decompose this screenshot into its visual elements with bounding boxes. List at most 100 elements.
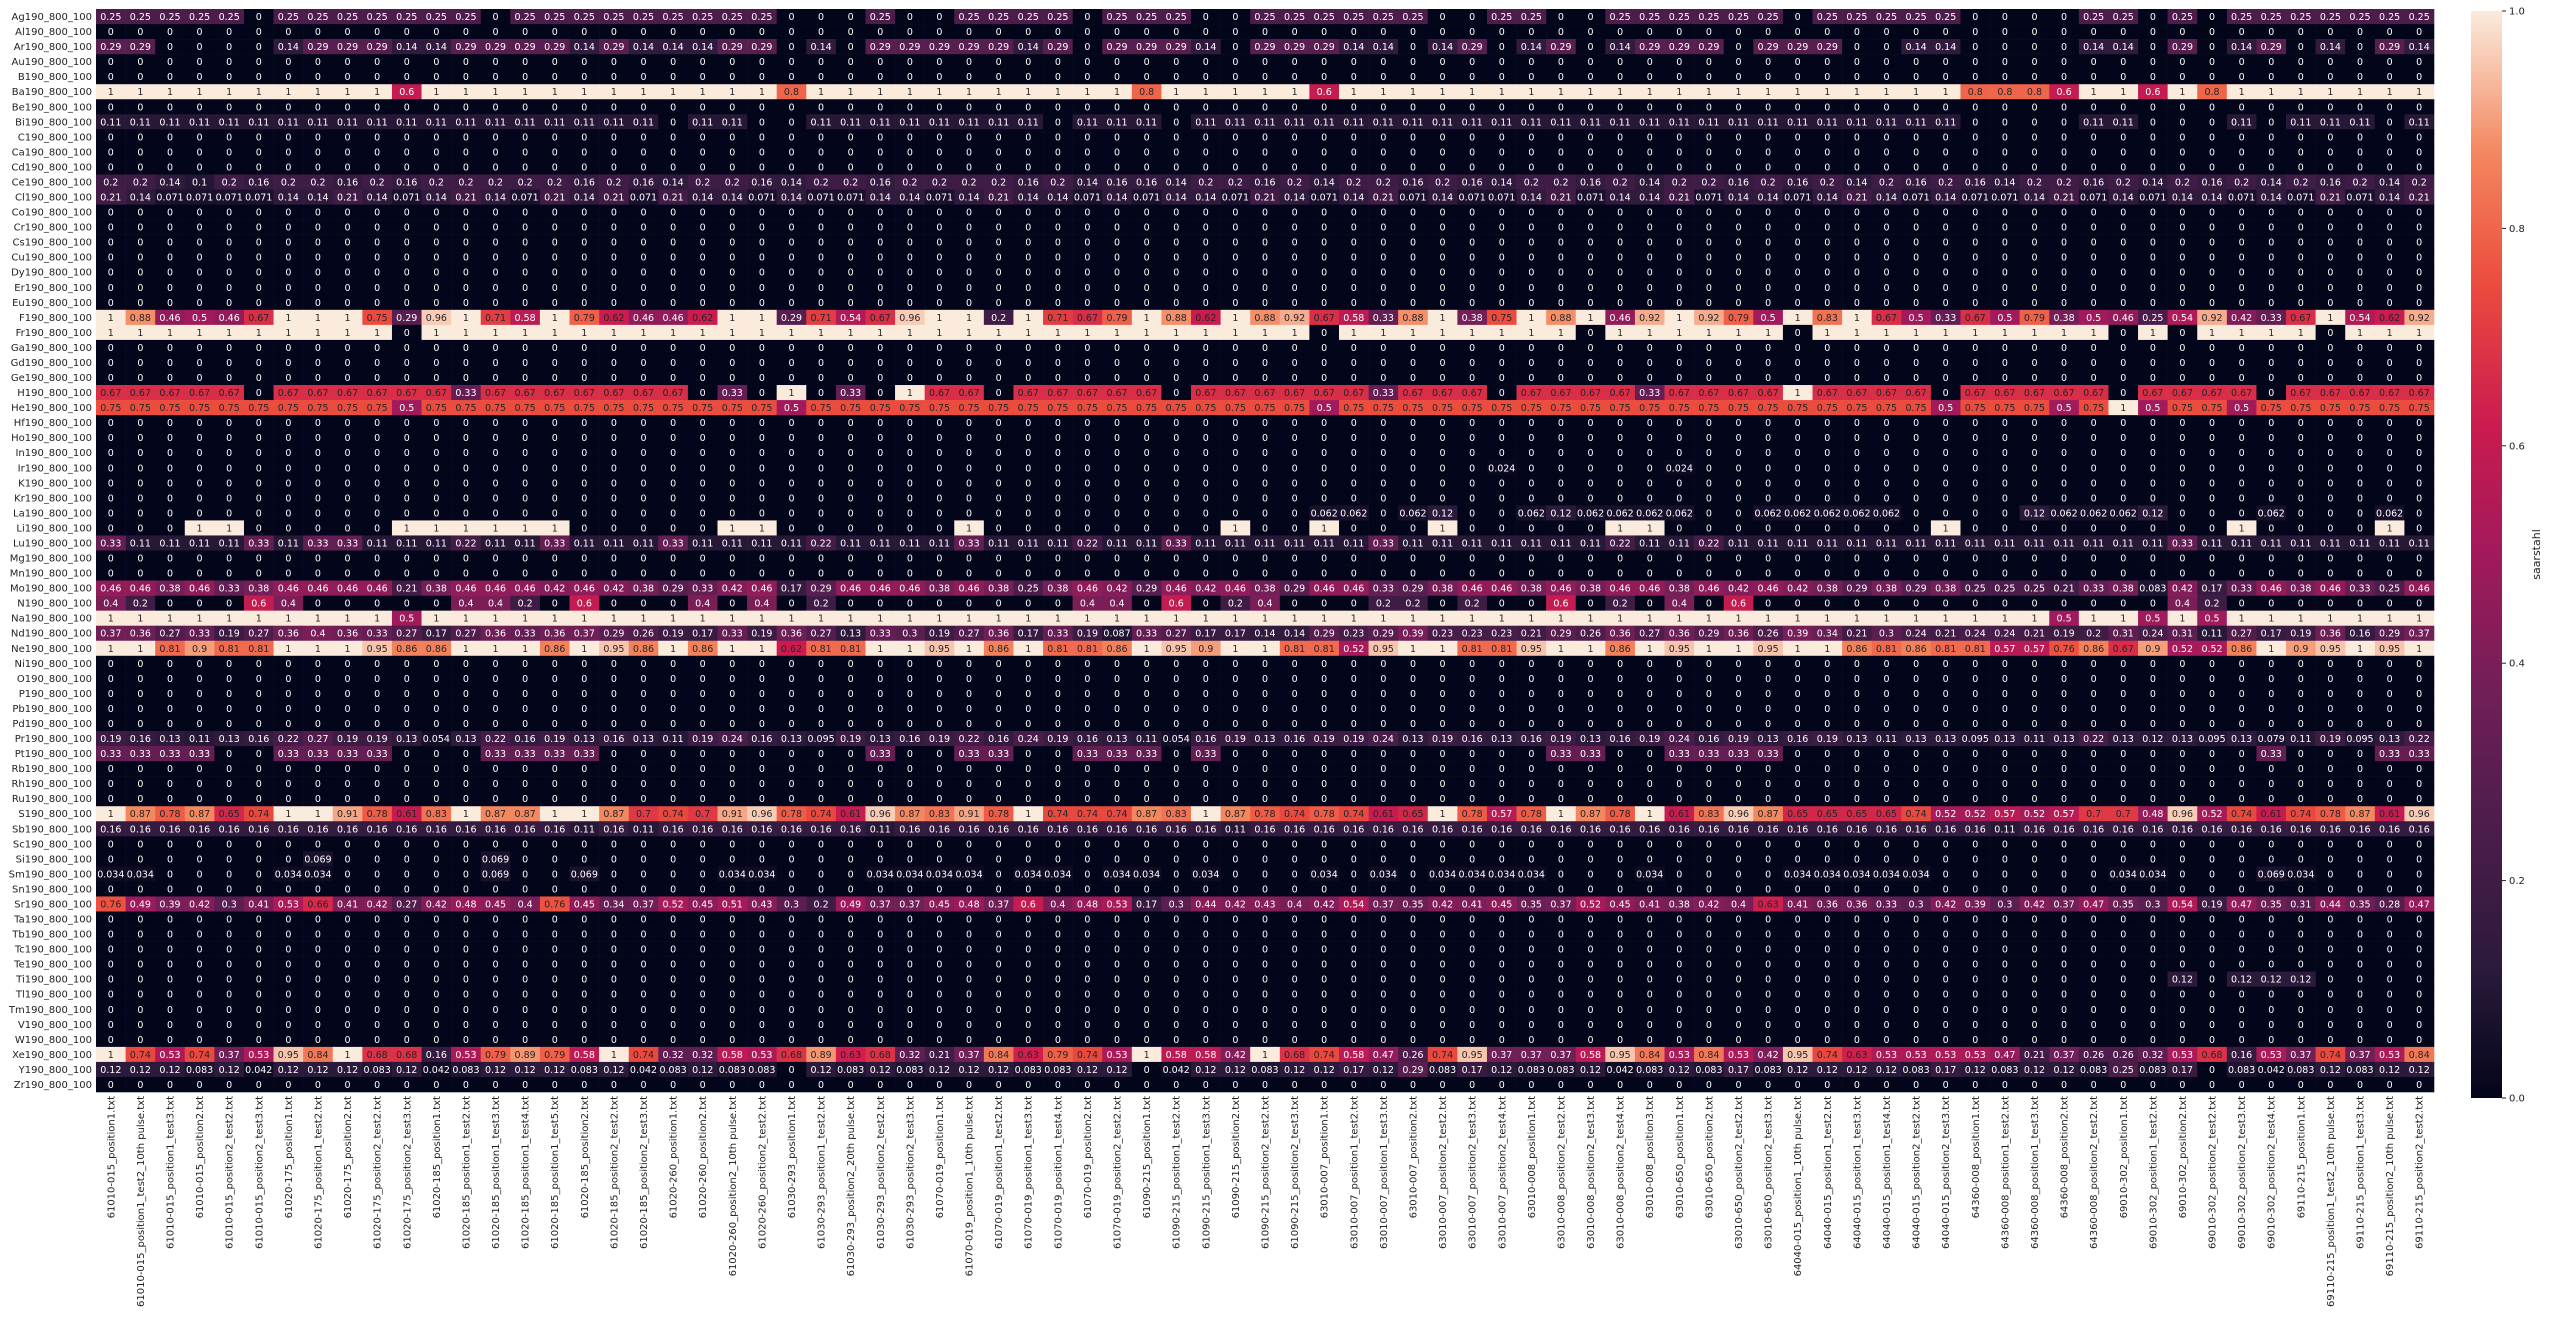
heatmap-cell bbox=[1102, 9, 1133, 25]
heatmap-cell bbox=[1398, 39, 1429, 55]
heatmap-cell bbox=[1309, 24, 1340, 40]
heatmap-cell bbox=[1309, 9, 1340, 25]
heatmap-cell bbox=[155, 24, 186, 40]
heatmap-cell bbox=[1812, 24, 1843, 40]
heatmap-cell bbox=[1013, 39, 1044, 55]
heatmap-cell bbox=[717, 39, 748, 55]
heatmap-cell bbox=[1605, 39, 1636, 55]
heatmap-cell bbox=[747, 9, 777, 25]
heatmap-cell bbox=[806, 39, 837, 55]
heatmap-cell bbox=[1753, 39, 1784, 55]
heatmap-cell bbox=[510, 39, 541, 55]
heatmap-cell bbox=[1486, 24, 1517, 40]
heatmap-cell bbox=[1546, 9, 1577, 25]
heatmap-cell bbox=[924, 39, 955, 55]
heatmap-cell bbox=[243, 54, 274, 70]
heatmap-cell bbox=[1694, 24, 1725, 40]
heatmap-cell bbox=[303, 39, 334, 55]
heatmap-cell bbox=[954, 39, 985, 55]
heatmap-cell bbox=[599, 9, 629, 25]
heatmap-cell bbox=[421, 39, 452, 55]
heatmap-cell bbox=[1516, 9, 1547, 25]
heatmap-cell bbox=[1842, 9, 1872, 25]
heatmap-cell bbox=[2404, 24, 2435, 40]
heatmap-cell bbox=[273, 9, 304, 25]
heatmap-cell bbox=[1072, 39, 1103, 55]
heatmap-cell bbox=[1930, 39, 1961, 55]
heatmap-cell bbox=[1723, 39, 1754, 55]
heatmap-cell bbox=[776, 9, 807, 25]
heatmap-cell bbox=[1131, 9, 1162, 25]
heatmap-cell bbox=[1901, 39, 1932, 55]
heatmap-cell bbox=[599, 39, 629, 55]
heatmap-cell bbox=[628, 9, 659, 25]
heatmap-cell bbox=[155, 39, 186, 55]
heatmap-cell bbox=[2049, 24, 2080, 40]
heatmap-cell bbox=[2138, 24, 2168, 40]
heatmap-cell bbox=[1072, 9, 1103, 25]
heatmap-cell bbox=[1161, 39, 1192, 55]
heatmap-cell bbox=[391, 9, 422, 25]
heatmap-cell bbox=[214, 9, 245, 25]
heatmap-cell bbox=[1694, 9, 1725, 25]
heatmap-cell bbox=[391, 54, 422, 70]
heatmap-cell bbox=[184, 39, 215, 55]
heatmap-cell bbox=[332, 39, 363, 55]
heatmap-cell bbox=[184, 24, 215, 40]
heatmap-cell bbox=[1279, 39, 1310, 55]
heatmap-cell bbox=[924, 24, 955, 40]
heatmap-cell bbox=[865, 9, 896, 25]
heatmap-cell bbox=[2404, 39, 2435, 55]
heatmap-cell bbox=[1753, 24, 1784, 40]
heatmap-cell bbox=[1990, 24, 2020, 40]
heatmap-cell bbox=[806, 24, 837, 40]
heatmap-cell bbox=[1782, 24, 1813, 40]
heatmap-cell bbox=[125, 9, 156, 25]
heatmap-cell bbox=[1220, 39, 1251, 55]
heatmap-cell bbox=[1486, 39, 1517, 55]
heatmap-cell bbox=[865, 24, 896, 40]
heatmap-cell bbox=[1250, 24, 1281, 40]
heatmap-cell bbox=[895, 39, 925, 55]
heatmap-cell bbox=[2404, 9, 2435, 25]
heatmap-cell bbox=[391, 39, 422, 55]
heatmap-cell bbox=[2019, 9, 2050, 25]
heatmap-cell bbox=[658, 39, 689, 55]
heatmap-cell bbox=[1338, 9, 1369, 25]
heatmap-cell bbox=[2078, 39, 2109, 55]
heatmap-cell bbox=[1457, 24, 1488, 40]
heatmap-cell bbox=[2049, 9, 2080, 25]
heatmap-cell bbox=[1575, 9, 1606, 25]
heatmap-cell bbox=[1930, 24, 1961, 40]
heatmap-cell bbox=[451, 9, 482, 25]
heatmap-cell bbox=[2315, 9, 2346, 25]
heatmap-cell bbox=[243, 24, 274, 40]
heatmap-cell bbox=[1782, 9, 1813, 25]
heatmap-cell bbox=[717, 24, 748, 40]
heatmap-cell bbox=[510, 24, 541, 40]
heatmap-cell bbox=[1842, 24, 1872, 40]
heatmap-cell bbox=[2108, 24, 2139, 40]
heatmap-cell bbox=[1220, 24, 1251, 40]
heatmap-cell bbox=[687, 39, 718, 55]
heatmap-cell bbox=[1723, 9, 1754, 25]
heatmap-cell bbox=[687, 9, 718, 25]
heatmap-cell bbox=[569, 39, 600, 55]
heatmap-cell bbox=[2197, 24, 2228, 40]
heatmap-cell bbox=[1960, 24, 1991, 40]
heatmap-cell bbox=[1368, 24, 1399, 40]
heatmap-cell bbox=[510, 9, 541, 25]
heatmap-cell bbox=[2345, 24, 2376, 40]
heatmap-cell bbox=[96, 39, 126, 55]
heatmap-cell bbox=[1220, 9, 1251, 25]
heatmap-cell bbox=[1398, 24, 1429, 40]
heatmap-cell bbox=[776, 39, 807, 55]
heatmap-cell bbox=[243, 9, 274, 25]
heatmap-cell bbox=[2374, 9, 2405, 25]
heatmap-cell bbox=[1605, 9, 1636, 25]
heatmap-cell bbox=[1161, 9, 1192, 25]
heatmap-cell bbox=[451, 39, 482, 55]
heatmap-cell bbox=[983, 39, 1014, 55]
heatmap-cell bbox=[2226, 9, 2257, 25]
heatmap-cell bbox=[1664, 9, 1695, 25]
